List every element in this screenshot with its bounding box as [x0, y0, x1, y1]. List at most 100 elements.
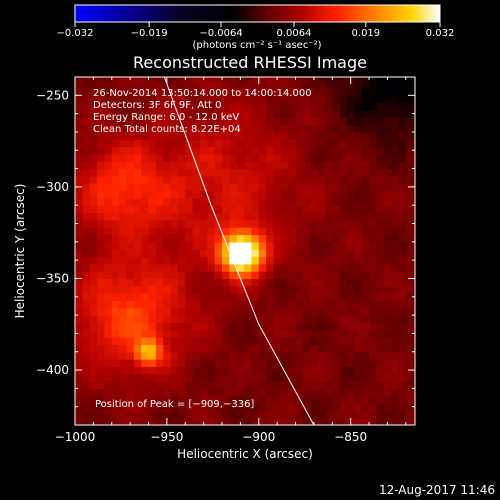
heatmap-cell — [141, 403, 150, 411]
heatmap-cell — [339, 403, 348, 411]
heatmap-cell — [163, 168, 172, 177]
heatmap-cell — [236, 102, 245, 111]
heatmap-cell — [332, 80, 341, 89]
heatmap-cell — [266, 197, 275, 206]
heatmap-cell — [111, 153, 120, 162]
heatmap-cell — [214, 403, 223, 411]
heatmap-cell — [185, 161, 194, 170]
heatmap-cell — [199, 161, 208, 170]
heatmap-cell — [111, 234, 120, 243]
heatmap-cell — [126, 373, 135, 382]
heatmap-cell — [324, 388, 333, 397]
heatmap-cell — [391, 102, 400, 111]
heatmap-cell — [251, 183, 260, 192]
heatmap-cell — [361, 278, 370, 287]
heatmap-cell — [75, 102, 83, 111]
heatmap-cell — [177, 263, 186, 272]
heatmap-cell — [126, 197, 135, 206]
heatmap-cell — [251, 315, 260, 324]
heatmap-cell — [192, 205, 201, 214]
heatmap-cell — [214, 80, 223, 89]
heatmap-cell — [317, 351, 326, 360]
heatmap-cell — [192, 175, 201, 184]
heatmap-cell — [273, 366, 282, 375]
heatmap-cell — [324, 249, 333, 258]
heatmap-cell — [236, 395, 245, 404]
heatmap-cell — [119, 153, 128, 162]
heatmap-cell — [266, 293, 275, 302]
heatmap-cell — [339, 410, 348, 419]
heatmap-cell — [266, 212, 275, 221]
heatmap-cell — [170, 256, 179, 265]
heatmap-cell — [369, 249, 377, 258]
heatmap-cell — [288, 344, 297, 353]
heatmap-cell — [119, 278, 128, 287]
heatmap-cell — [405, 300, 414, 309]
heatmap-cell — [207, 271, 216, 280]
heatmap-cell — [82, 410, 91, 419]
heatmap-cell — [244, 344, 253, 353]
heatmap-cell — [185, 205, 194, 214]
heatmap-cell — [310, 131, 319, 140]
heatmap-cell — [185, 249, 194, 258]
heatmap-cell — [273, 131, 282, 140]
heatmap-cell — [177, 124, 186, 133]
heatmap-cell — [332, 278, 341, 287]
heatmap-cell — [177, 315, 186, 324]
heatmap-cell — [361, 124, 370, 133]
heatmap-cell — [207, 337, 216, 346]
heatmap-cell — [244, 77, 253, 82]
heatmap-cell — [155, 80, 164, 89]
heatmap-cell — [229, 329, 238, 338]
heatmap-cell — [266, 403, 275, 411]
heatmap-cell — [148, 161, 157, 170]
heatmap-cell — [324, 373, 333, 382]
heatmap-cell — [133, 183, 142, 192]
heatmap-cell — [302, 161, 311, 170]
heatmap-cell — [398, 190, 407, 199]
heatmap-cell — [199, 190, 208, 199]
heatmap-cell — [222, 117, 230, 126]
heatmap-cell — [273, 373, 282, 382]
heatmap-cell — [324, 417, 333, 425]
heatmap-cell — [310, 168, 319, 177]
heatmap-cell — [170, 403, 179, 411]
heatmap-cell — [89, 359, 98, 367]
heatmap-cell — [295, 77, 304, 82]
heatmap-cell — [295, 403, 304, 411]
heatmap-cell — [273, 124, 282, 133]
heatmap-cell — [251, 168, 260, 177]
heatmap-cell — [288, 139, 297, 148]
heatmap-cell — [75, 249, 83, 258]
heatmap-cell — [391, 146, 400, 155]
heatmap-cell — [310, 351, 319, 360]
heatmap-cell — [383, 109, 392, 118]
heatmap-cell — [192, 117, 201, 126]
heatmap-cell — [302, 146, 311, 155]
heatmap-cell — [251, 403, 260, 411]
heatmap-cell — [214, 417, 223, 425]
heatmap-cell — [119, 388, 128, 397]
heatmap-cell — [369, 80, 377, 89]
heatmap-cell — [155, 307, 164, 316]
heatmap-cell — [273, 381, 282, 389]
heatmap-cell — [229, 212, 238, 221]
heatmap-cell — [258, 344, 267, 353]
heatmap-cell — [155, 285, 164, 294]
heatmap-cell — [369, 197, 377, 206]
heatmap-cell — [251, 80, 260, 89]
heatmap-cell — [413, 249, 415, 258]
heatmap-cell — [332, 417, 341, 425]
heatmap-cell — [155, 256, 164, 265]
heatmap-cell — [155, 168, 164, 177]
heatmap-cell — [89, 395, 98, 404]
heatmap-cell — [251, 381, 260, 389]
heatmap-cell — [310, 102, 319, 111]
heatmap-cell — [111, 315, 120, 324]
heatmap-cell — [170, 175, 179, 184]
heatmap-cell — [126, 249, 135, 258]
heatmap-cell — [177, 271, 186, 280]
heatmap-cell — [324, 153, 333, 162]
heatmap-cell — [192, 329, 201, 338]
heatmap-cell — [258, 366, 267, 375]
